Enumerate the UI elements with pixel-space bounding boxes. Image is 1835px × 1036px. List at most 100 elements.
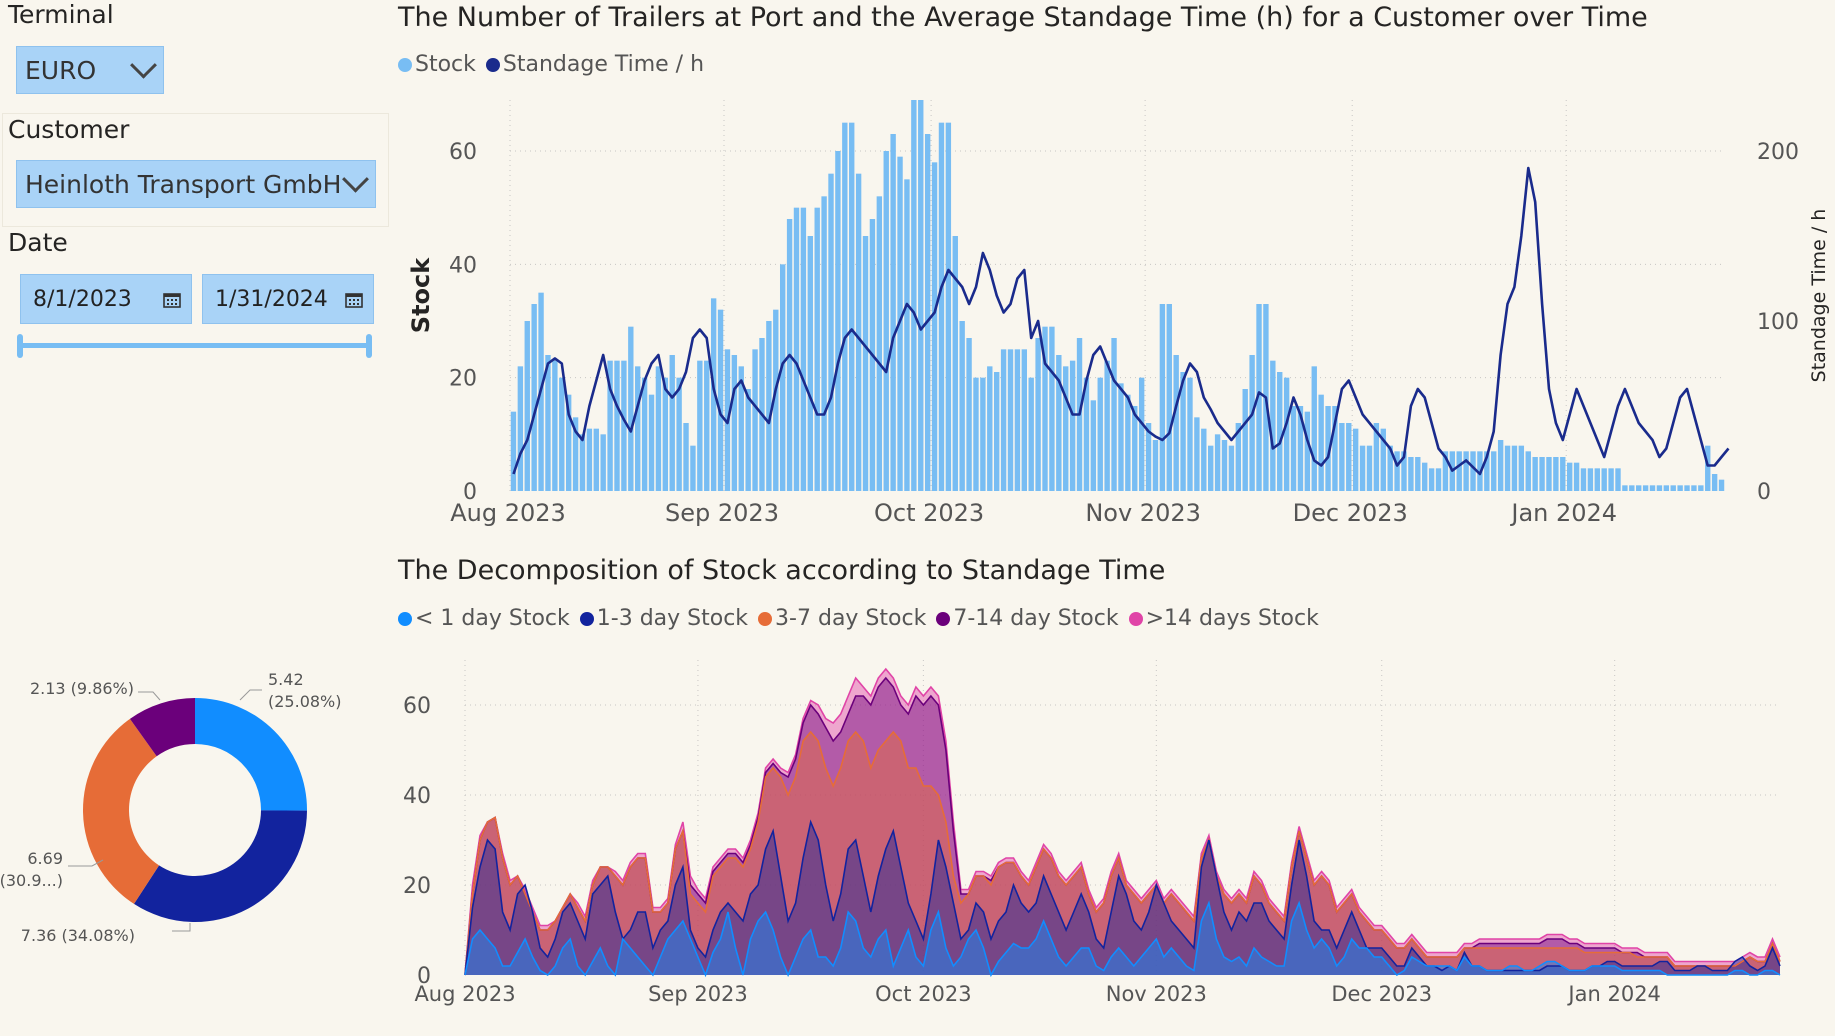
stock-bar [828,173,834,491]
x-tick-label: Jan 2024 [1509,499,1617,527]
y-tick-label: 20 [403,874,431,899]
stock-bar [510,411,517,491]
stock-bar [600,434,606,491]
stock-bar [1366,445,1373,491]
stock-bar [938,122,945,491]
stock-bar [1180,372,1186,491]
stock-bar [883,151,889,491]
donut-label: 2.13 (9.86%) [30,679,134,698]
area-7-14-day [465,678,1780,975]
stock-bar [1359,445,1366,491]
stock-bar [987,366,993,491]
area-lt1-day [465,903,1780,975]
stock-bar [710,298,717,491]
stock-bar [572,417,579,491]
stock-bar [1069,360,1076,491]
terminal-value: EURO [25,55,97,85]
legend-item-stock[interactable]: Stock [398,52,476,77]
stock-bar [717,309,724,491]
y-axis-title: Stock [407,257,435,333]
y-tick-label: 0 [463,480,477,505]
stock-bar [1187,377,1193,491]
stock-bar [1698,485,1704,491]
stock-bar [586,428,593,491]
stock-bar [904,179,910,491]
legend-dot-icon [579,611,594,626]
stock-bar [1083,377,1090,491]
stock-bar [683,423,689,491]
chevron-down-icon [130,51,157,79]
customer-dropdown[interactable]: Heinloth Transport GmbH [16,160,376,208]
stock-bar [1339,423,1345,491]
terminal-dropdown[interactable]: EURO [16,46,164,94]
legend-label: Stock [415,52,476,77]
stock-bar [993,372,1000,491]
stock-bar [1325,406,1331,491]
stock-bar [1415,457,1421,491]
date-slicer-title: Date [8,228,68,257]
stock-bar [1532,457,1538,491]
x-tick-label: Aug 2023 [450,499,566,527]
stock-bar [952,236,958,491]
donut-label: 5.42 [268,670,304,689]
legend-item-lt1[interactable]: < 1 day Stock [398,606,570,631]
stock-bar [1608,468,1614,491]
stock-bar [1428,468,1435,491]
stock-bar [1456,451,1462,491]
legend-label: Standage Time / h [502,52,705,77]
calendar-icon[interactable] [163,292,181,308]
stock-bar [621,360,627,491]
stock-bar [704,360,710,491]
stock-bar [1118,383,1124,491]
date-range-slider-track[interactable] [20,343,370,348]
legend-item-7-14[interactable]: 7-14 day Stock [936,606,1119,631]
legend-item-gt14[interactable]: >14 days Stock [1128,606,1319,631]
stock-bar [565,394,572,491]
x-tick-label: Nov 2023 [1106,982,1207,1006]
stock-bar [924,134,931,491]
start-date-input[interactable]: 8/1/2023 [20,274,192,324]
stock-bar [552,360,558,491]
stock-bar [807,236,813,491]
stock-bar [1711,474,1718,491]
calendar-icon[interactable] [345,292,363,308]
stock-bar [531,304,537,491]
stock-bar [1656,485,1663,491]
stock-bar [1387,445,1393,491]
y-tick-label: 0 [417,964,431,989]
stock-bar [1277,372,1283,491]
x-tick-label: Sep 2023 [648,982,748,1006]
y-tick-label: 60 [449,140,477,165]
stock-bar [835,151,841,491]
date-range-start-handle[interactable] [17,334,23,358]
stock-bar [676,377,682,491]
stock-bar [1214,434,1221,491]
stock-bar [1560,457,1566,491]
stock-bar [1138,377,1145,491]
legend-item-standage[interactable]: Standage Time / h [485,52,705,77]
x-tick-label: Sep 2023 [665,499,779,527]
donut-leader-line [172,923,191,932]
stock-bar [1718,479,1725,491]
stock-bar [669,355,675,491]
legend-item-3-7[interactable]: 3-7 day Stock [758,606,926,631]
stock-bar [959,321,965,491]
date-range-end-handle[interactable] [366,334,372,358]
legend-label: >14 days Stock [1145,606,1319,631]
stock-bar [1691,485,1697,491]
stock-bar [648,394,655,491]
end-date-input[interactable]: 1/31/2024 [202,274,374,324]
area-gt14-day [465,669,1780,975]
y2-axis-title: Standage Time / h [1808,209,1830,383]
stock-bar [1525,451,1531,491]
stock-bar [890,134,896,491]
legend-item-1-3[interactable]: 1-3 day Stock [579,606,748,631]
stock-bar [738,366,744,491]
stock-bar [635,366,641,491]
legend-dot-icon [936,611,951,626]
stock-bar [1249,355,1255,491]
stock-bar [1484,451,1490,491]
stock-bar [579,434,586,491]
stock-bar [1373,423,1380,491]
x-tick-label: Oct 2023 [875,982,971,1006]
